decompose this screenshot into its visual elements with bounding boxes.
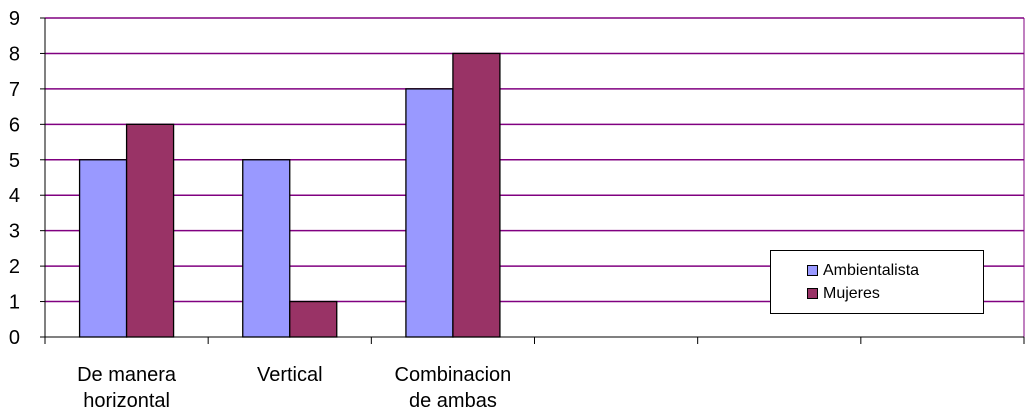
bar-ambientalista-0 — [78, 159, 128, 338]
x-tick-label-line-1-0: Vertical — [257, 364, 323, 386]
x-axis: De manera horizontal Vertical Combinacion de… — [44, 336, 1025, 412]
y-tick-label-6: 6 — [9, 114, 20, 136]
y-tick-label-8: 8 — [9, 43, 20, 65]
y-tick-label-0: 0 — [9, 327, 20, 349]
legend-label-ambientalista: Ambientalista — [823, 261, 920, 279]
bars — [78, 52, 501, 338]
x-tick-label-line-2-0: Combinacion — [395, 364, 512, 386]
y-tick-label-7: 7 — [9, 79, 20, 101]
y-tick-label-3: 3 — [9, 221, 20, 243]
bar-mujeres-0 — [125, 123, 175, 338]
legend-item-ambientalista: Ambientalista — [807, 259, 983, 282]
x-tick-label-line-0-1: horizontal — [83, 390, 170, 412]
y-tick-label-4: 4 — [9, 185, 20, 207]
legend-swatch-mujeres — [807, 288, 818, 299]
y-tick-label-2: 2 — [9, 256, 20, 278]
x-tick-label-line-0-0: De manera — [77, 364, 177, 386]
x-tick-label-0: De manera horizontal — [77, 364, 177, 412]
y-tick-label-9: 9 — [9, 8, 20, 30]
y-axis: 0 1 2 3 4 5 6 7 8 9 — [9, 8, 46, 349]
legend-label-mujeres: Mujeres — [823, 284, 880, 302]
grid-lines — [45, 17, 1025, 337]
bar-ambientalista-1 — [242, 159, 291, 338]
bar-ambientalista-2 — [405, 88, 454, 338]
x-tick-label-1: Vertical — [257, 364, 323, 386]
y-tick-label-5: 5 — [9, 150, 20, 172]
legend: Ambientalista Mujeres — [770, 250, 984, 314]
legend-swatch-ambientalista — [807, 265, 818, 276]
x-tick-label-2: Combinacion de ambas — [395, 364, 512, 412]
x-tick-label-line-2-1: de ambas — [409, 390, 497, 412]
y-tick-label-1: 1 — [9, 292, 20, 314]
bar-mujeres-1 — [289, 300, 338, 338]
legend-item-mujeres: Mujeres — [807, 282, 983, 305]
bar-mujeres-2 — [452, 52, 501, 338]
